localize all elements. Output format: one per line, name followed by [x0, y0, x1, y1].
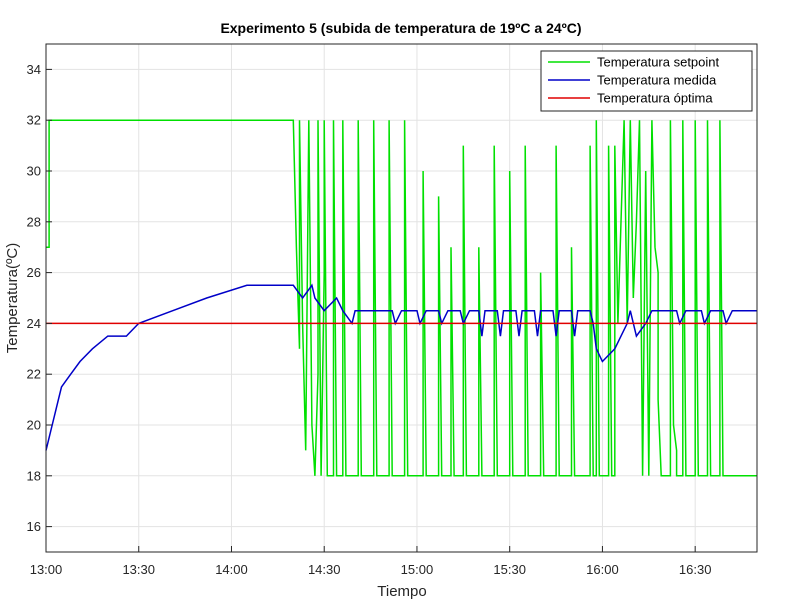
y-tick-label: 32: [27, 113, 41, 128]
x-tick-label: 16:30: [679, 562, 712, 577]
y-tick-label: 20: [27, 418, 41, 433]
axes: 13:00 13:30 14:00 14:30 15:00 15:30 16:00 16:30…: [27, 62, 712, 577]
chart-title: Experimento 5 (subida de temperatura de …: [220, 20, 581, 36]
y-tick-label: 18: [27, 468, 41, 483]
legend: Temperatura setpoint Temperatura medida …: [540, 50, 753, 112]
y-tick-label: 30: [27, 164, 41, 179]
y-tick-label: 28: [27, 214, 41, 229]
x-tick-label: 14:30: [308, 562, 341, 577]
x-tick-label: 13:30: [122, 562, 155, 577]
y-tick-label: 16: [27, 519, 41, 534]
legend-label-medida: Temperatura medida: [597, 73, 717, 88]
legend-label-setpoint: Temperatura setpoint: [597, 55, 720, 70]
y-tick-label: 24: [27, 316, 41, 331]
y-axis-label: Temperatura(ºC): [4, 243, 21, 354]
plot-frame: [45, 43, 758, 553]
legend-label-optima: Temperatura óptima: [597, 91, 713, 106]
x-tick-label: 15:00: [401, 562, 434, 577]
y-tick-label: 26: [27, 265, 41, 280]
x-tick-label: 15:30: [493, 562, 526, 577]
y-tick-label: 34: [27, 62, 41, 77]
x-tick-label: 13:00: [30, 562, 63, 577]
y-tick-label: 22: [27, 367, 41, 382]
x-tick-label: 16:00: [586, 562, 619, 577]
x-tick-label: 14:00: [215, 562, 248, 577]
x-axis-label: Tiempo: [377, 583, 426, 600]
series-line-setpoint: [46, 119, 757, 477]
series-line-medida: [45, 283, 757, 451]
legend-box: [540, 50, 753, 112]
series-layer: [45, 119, 757, 477]
